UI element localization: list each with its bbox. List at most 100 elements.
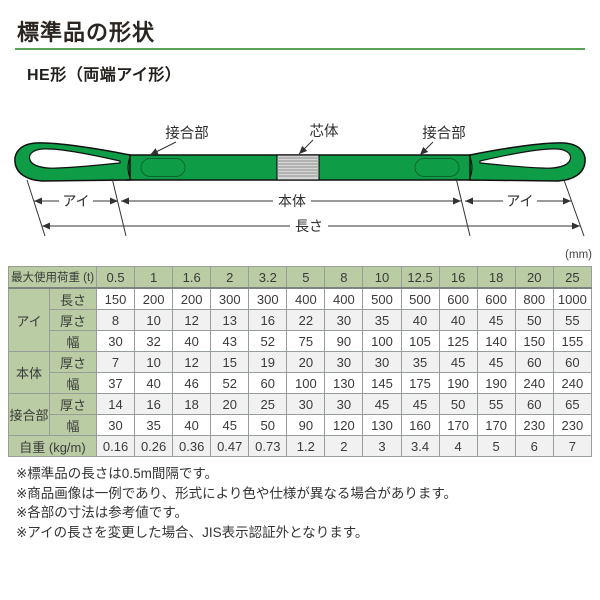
- value-cell: 150: [95, 287, 136, 310]
- table-row: 本体 厚さ 7 10 12 15 19 20 30 30 35 45 45 60 60: [8, 351, 593, 394]
- value-cell: 30: [95, 414, 136, 436]
- value-cell: 30: [324, 351, 364, 373]
- value-cell: 600: [476, 287, 516, 310]
- value-cell: 230: [514, 414, 554, 436]
- value-cell: 14: [95, 393, 136, 415]
- value-cell: 45: [476, 309, 516, 331]
- value-cell: 50: [514, 309, 554, 331]
- joint-left-label: 接合部: [165, 125, 209, 142]
- value-cell: 240: [552, 372, 593, 394]
- section-subtitle: HE形（両端アイ形）: [27, 67, 182, 84]
- value-cell: 10: [134, 351, 174, 373]
- value-cell: 190: [476, 372, 516, 394]
- value-cell: 300: [210, 287, 250, 310]
- joint-right-label: 接合部: [422, 125, 466, 142]
- value-cell: 130: [362, 414, 402, 436]
- row-group-label: 本体: [8, 351, 50, 394]
- value-cell: 75: [286, 330, 326, 352]
- label-halo: [273, 194, 311, 208]
- value-cell: 13: [210, 309, 250, 331]
- value-cell: 400: [324, 287, 364, 310]
- load-column-header: 0.5: [95, 266, 136, 289]
- value-cell: 30: [324, 393, 364, 415]
- value-cell: 0.47: [210, 435, 250, 457]
- load-column-header: 16: [438, 266, 478, 289]
- value-cell: 0.36: [172, 435, 212, 457]
- body-dim-label: 本体: [278, 193, 306, 209]
- sling-diagram: 接合部 芯体 接合部 アイ 本体 アイ 長さ: [14, 123, 586, 237]
- value-cell: 7: [95, 351, 136, 373]
- value-cell: 130: [324, 372, 364, 394]
- value-cell: 20: [286, 351, 326, 373]
- value-cell: 15: [210, 351, 250, 373]
- value-cell: 45: [210, 414, 250, 436]
- value-cell: 50: [248, 414, 288, 436]
- value-cell: 3.4: [400, 435, 440, 457]
- value-cell: 500: [362, 287, 402, 310]
- core-label: 芯体: [310, 123, 339, 140]
- row-label: 幅: [49, 330, 97, 352]
- value-cell: 1000: [552, 287, 593, 310]
- joint-left-leader: [149, 141, 177, 156]
- value-cell: 2: [324, 435, 364, 457]
- value-cell: 200: [134, 287, 174, 310]
- table-row: 幅 30 32 40 43 52 75 90 100 105 125 140 150 155: [9, 330, 593, 352]
- value-cell: 12: [172, 309, 212, 331]
- value-cell: 0.26: [134, 435, 174, 457]
- row-label: 厚さ: [49, 309, 97, 331]
- eye-left-dim-label: アイ: [62, 193, 89, 209]
- value-cell: 170: [476, 414, 516, 436]
- value-cell: 35: [362, 309, 402, 331]
- table-row: 幅 37 40 46 52 60 100 130 145 175 190 190 240 240: [9, 372, 593, 394]
- row-label: 長さ: [49, 287, 97, 310]
- value-cell: 105: [400, 330, 440, 352]
- footnotes: ※標準品の長さは0.5m間隔です。 ※商品画像は一例であり、形式により色や仕様が…: [16, 464, 457, 542]
- value-cell: 230: [552, 414, 593, 436]
- value-cell: 45: [400, 393, 440, 415]
- row-group-label: アイ: [8, 287, 50, 352]
- value-cell: 190: [438, 372, 478, 394]
- joint-right-leader: [419, 141, 434, 156]
- load-column-header: 8: [324, 266, 364, 289]
- value-cell: 0.73: [248, 435, 288, 457]
- value-cell: 45: [438, 351, 478, 373]
- value-cell: 6: [514, 435, 554, 457]
- value-cell: 35: [400, 351, 440, 373]
- load-header-label: 最大使用荷重 (t): [8, 266, 97, 289]
- value-cell: 160: [400, 414, 440, 436]
- value-cell: 8: [95, 309, 136, 331]
- value-cell: 5: [476, 435, 516, 457]
- load-column-header: 12.5: [400, 266, 440, 289]
- value-cell: 170: [438, 414, 478, 436]
- table-row: 接合部 厚さ 14 16 18 20 25 30 30 45 45 50 55 60 65: [8, 393, 593, 436]
- load-column-header: 1: [134, 266, 174, 289]
- value-cell: 45: [362, 393, 402, 415]
- label-halo: [503, 194, 537, 208]
- load-column-header: 3.2: [248, 266, 288, 289]
- value-cell: 60: [514, 351, 554, 373]
- value-cell: 37: [95, 372, 136, 394]
- label-halo: [290, 219, 328, 233]
- value-cell: 40: [134, 372, 174, 394]
- value-cell: 40: [172, 414, 212, 436]
- value-cell: 60: [552, 351, 593, 373]
- value-cell: 46: [172, 372, 212, 394]
- value-cell: 0.16: [95, 435, 136, 457]
- label-halo: [59, 194, 93, 208]
- value-cell: 30: [95, 330, 136, 352]
- core-leader: [298, 139, 314, 155]
- value-cell: 40: [438, 309, 478, 331]
- core-section: [276, 154, 320, 181]
- value-cell: 30: [286, 393, 326, 415]
- table-row: 自重 (kg/m) 0.16 0.26 0.36 0.47 0.73 1.2 2 3 3.4 4 5 6…: [8, 435, 593, 457]
- row-label: 幅: [49, 414, 97, 436]
- page-title: 標準品の形状: [17, 20, 156, 45]
- footnote: ※アイの長さを変更した場合、JIS表示認証外となります。: [16, 524, 369, 540]
- value-cell: 12: [172, 351, 212, 373]
- value-cell: 400: [286, 287, 326, 310]
- value-cell: 150: [514, 330, 554, 352]
- load-column-header: 25: [552, 266, 593, 289]
- load-column-header: 10: [362, 266, 402, 289]
- value-cell: 40: [400, 309, 440, 331]
- value-cell: 18: [172, 393, 212, 415]
